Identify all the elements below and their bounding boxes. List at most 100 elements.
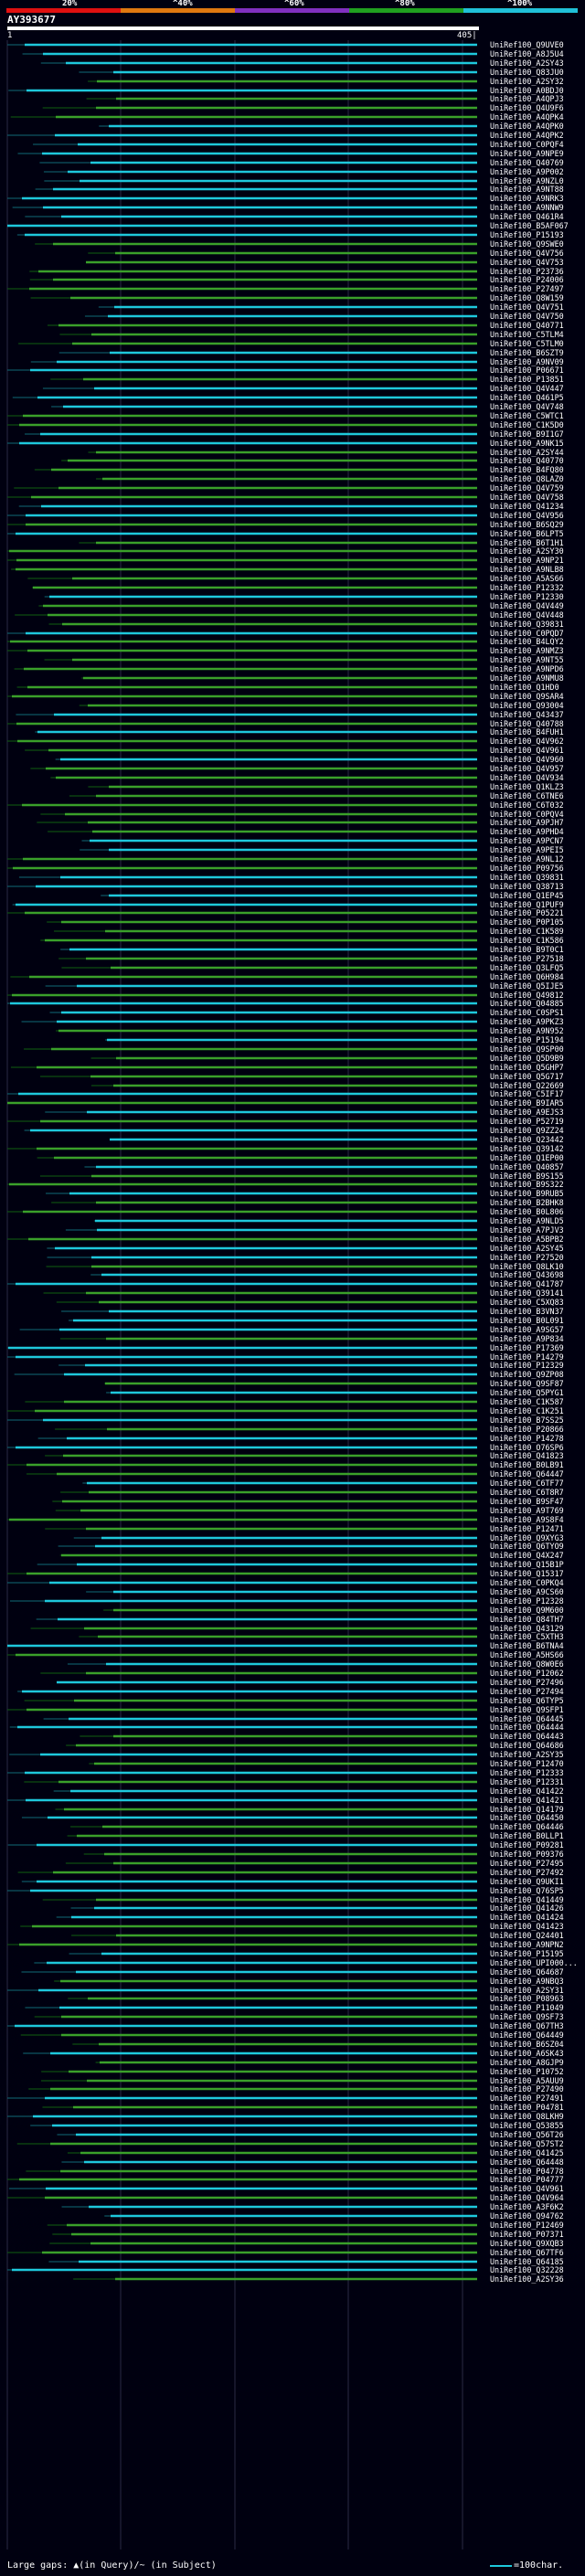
hit-label[interactable]: UniRef100_Q84TH7 (490, 1614, 564, 1624)
hit-row[interactable]: UniRef100_A9PEI5 (0, 845, 585, 854)
hit-label[interactable]: UniRef100_P20866 (490, 1424, 564, 1434)
hit-label[interactable]: UniRef100_Q4V758 (490, 493, 564, 502)
hit-label[interactable]: UniRef100_B9SF47 (490, 1496, 564, 1506)
hit-row[interactable]: UniRef100_P12471 (0, 1524, 585, 1533)
hit-row[interactable]: UniRef100_A5BPB2 (0, 1235, 585, 1244)
hit-row[interactable]: UniRef100_Q64443 (0, 1732, 585, 1741)
hit-label[interactable]: UniRef100_A9PEI5 (490, 845, 564, 855)
hit-row[interactable]: UniRef100_A9CS60 (0, 1587, 585, 1596)
hit-label[interactable]: UniRef100_Q41234 (490, 501, 564, 511)
hit-label[interactable]: UniRef100_Q40770 (490, 456, 564, 466)
hit-row[interactable]: UniRef100_B0LB91 (0, 1460, 585, 1469)
hit-row[interactable]: UniRef100_C6TNE6 (0, 791, 585, 800)
hit-row[interactable]: UniRef100_Q64444 (0, 1723, 585, 1732)
hit-row[interactable]: UniRef100_A9SG57 (0, 1325, 585, 1334)
hit-label[interactable]: UniRef100_Q8LAZ0 (490, 474, 564, 484)
hit-label[interactable]: UniRef100_Q41422 (490, 1786, 564, 1796)
hit-row[interactable]: UniRef100_P27490 (0, 2084, 585, 2094)
hit-row[interactable]: UniRef100_B0L806 (0, 1207, 585, 1216)
hit-row[interactable]: UniRef100_Q38713 (0, 882, 585, 891)
hit-row[interactable]: UniRef100_P08963 (0, 1994, 585, 2003)
hit-row[interactable]: UniRef100_P27518 (0, 954, 585, 963)
hit-row[interactable]: UniRef100_P0P105 (0, 917, 585, 927)
hit-row[interactable]: UniRef100_C0PQD7 (0, 629, 585, 638)
hit-label[interactable]: UniRef100_C6TF77 (490, 1479, 564, 1489)
hit-row[interactable]: UniRef100_A9NPD6 (0, 664, 585, 673)
hit-label[interactable]: UniRef100_Q461P5 (490, 393, 564, 403)
hit-row[interactable]: UniRef100_Q461R4 (0, 212, 585, 221)
hit-row[interactable]: UniRef100_B5AF067 (0, 221, 585, 230)
hit-label[interactable]: UniRef100_Q64687 (490, 1966, 564, 1977)
hit-row[interactable]: UniRef100_Q4V934 (0, 773, 585, 782)
hit-label[interactable]: UniRef100_C0PKQ4 (490, 1578, 564, 1587)
hit-label[interactable]: UniRef100_C5IF17 (490, 1089, 564, 1099)
hit-row[interactable]: UniRef100_Q4V964 (0, 2193, 585, 2202)
hit-row[interactable]: UniRef100_Q23442 (0, 1135, 585, 1144)
hit-row[interactable]: UniRef100_Q6H984 (0, 972, 585, 981)
hit-label[interactable]: UniRef100_Q56T26 (490, 2129, 564, 2139)
hit-label[interactable]: UniRef100_Q4V753 (490, 257, 564, 267)
hit-label[interactable]: UniRef100_Q38713 (490, 881, 564, 891)
hit-label[interactable]: UniRef100_B6TNA4 (490, 1641, 564, 1651)
hit-label[interactable]: UniRef100_Q4V957 (490, 764, 564, 773)
hit-label[interactable]: UniRef100_A4QPJ3 (490, 94, 564, 104)
hit-row[interactable]: UniRef100_Q4V961 (0, 2184, 585, 2193)
hit-row[interactable]: UniRef100_C0PQF4 (0, 140, 585, 149)
hit-row[interactable]: UniRef100_Q1EP45 (0, 891, 585, 900)
hit-label[interactable]: UniRef100_A9NV09 (490, 356, 564, 366)
hit-label[interactable]: UniRef100_Q4V961 (490, 2184, 564, 2194)
hit-label[interactable]: UniRef100_P12329 (490, 1361, 564, 1371)
hit-label[interactable]: UniRef100_A9NPD6 (490, 664, 564, 674)
hit-row[interactable]: UniRef100_Q1PUF9 (0, 900, 585, 909)
hit-label[interactable]: UniRef100_Q64447 (490, 1469, 564, 1479)
hit-row[interactable]: UniRef100_Q41425 (0, 2148, 585, 2157)
hit-row[interactable]: UniRef100_A9NPN2 (0, 1940, 585, 1949)
hit-label[interactable]: UniRef100_Q40788 (490, 718, 564, 728)
hit-row[interactable]: UniRef100_Q4V956 (0, 511, 585, 520)
hit-label[interactable]: UniRef100_Q9M600 (490, 1605, 564, 1615)
hit-label[interactable]: UniRef100_A4QPK2 (490, 131, 564, 140)
hit-row[interactable]: UniRef100_Q9SP00 (0, 1044, 585, 1054)
hit-label[interactable]: UniRef100_C1K251 (490, 1405, 564, 1415)
hit-row[interactable]: UniRef100_A2SY36 (0, 2274, 585, 2284)
hit-label[interactable]: UniRef100_B4LQY2 (490, 637, 564, 647)
hit-label[interactable]: UniRef100_A9P002 (490, 166, 564, 176)
hit-row[interactable]: UniRef100_Q8W159 (0, 293, 585, 302)
hit-label[interactable]: UniRef100_A2SY32 (490, 76, 564, 86)
hit-row[interactable]: UniRef100_Q53855 (0, 2121, 585, 2130)
hit-label[interactable]: UniRef100_A9NLB8 (490, 565, 564, 575)
hit-row[interactable]: UniRef100_Q4V957 (0, 764, 585, 773)
hit-row[interactable]: UniRef100_Q49812 (0, 991, 585, 1000)
hit-row[interactable]: UniRef100_Q461P5 (0, 393, 585, 402)
hit-label[interactable]: UniRef100_B4FUH1 (490, 727, 564, 737)
hit-row[interactable]: UniRef100_C5IF17 (0, 1089, 585, 1098)
hit-label[interactable]: UniRef100_Q40771 (490, 320, 564, 330)
hit-row[interactable]: UniRef100_P23736 (0, 267, 585, 276)
hit-label[interactable]: UniRef100_Q4V960 (490, 755, 564, 765)
hit-row[interactable]: UniRef100_Q9UKI1 (0, 1877, 585, 1886)
hit-label[interactable]: UniRef100_Q64443 (490, 1732, 564, 1742)
hit-label[interactable]: UniRef100_Q41424 (490, 1913, 564, 1923)
hit-label[interactable]: UniRef100_Q4V759 (490, 483, 564, 493)
hit-label[interactable]: UniRef100_Q57ST2 (490, 2138, 564, 2148)
hit-label[interactable]: UniRef100_B9S322 (490, 1180, 564, 1190)
hit-label[interactable]: UniRef100_Q9UKI1 (490, 1876, 564, 1886)
hit-row[interactable]: UniRef100_B6TNA4 (0, 1641, 585, 1650)
hit-label[interactable]: UniRef100_Q9SP00 (490, 1044, 564, 1054)
hit-label[interactable]: UniRef100_A3F6K2 (490, 2202, 564, 2212)
hit-row[interactable]: UniRef100_A5AS66 (0, 574, 585, 583)
hit-label[interactable]: UniRef100_Q64686 (490, 1741, 564, 1751)
hit-row[interactable]: UniRef100_P27496 (0, 1678, 585, 1687)
hit-label[interactable]: UniRef100_B0LLP1 (490, 1831, 564, 1841)
hit-row[interactable]: UniRef100_P09756 (0, 864, 585, 873)
hit-row[interactable]: UniRef100_C1K586 (0, 936, 585, 945)
hit-label[interactable]: UniRef100_A9CS60 (490, 1586, 564, 1596)
hit-label[interactable]: UniRef100_A2SY36 (490, 2274, 564, 2284)
hit-row[interactable]: UniRef100_Q40770 (0, 456, 585, 465)
hit-label[interactable]: UniRef100_P27520 (490, 1252, 564, 1262)
hit-row[interactable]: UniRef100_Q4V748 (0, 402, 585, 411)
hit-row[interactable]: UniRef100_Q4V758 (0, 493, 585, 502)
hit-row[interactable]: UniRef100_Q64686 (0, 1741, 585, 1750)
hit-row[interactable]: UniRef100_Q40769 (0, 158, 585, 167)
hit-row[interactable]: UniRef100_Q84TH7 (0, 1615, 585, 1624)
